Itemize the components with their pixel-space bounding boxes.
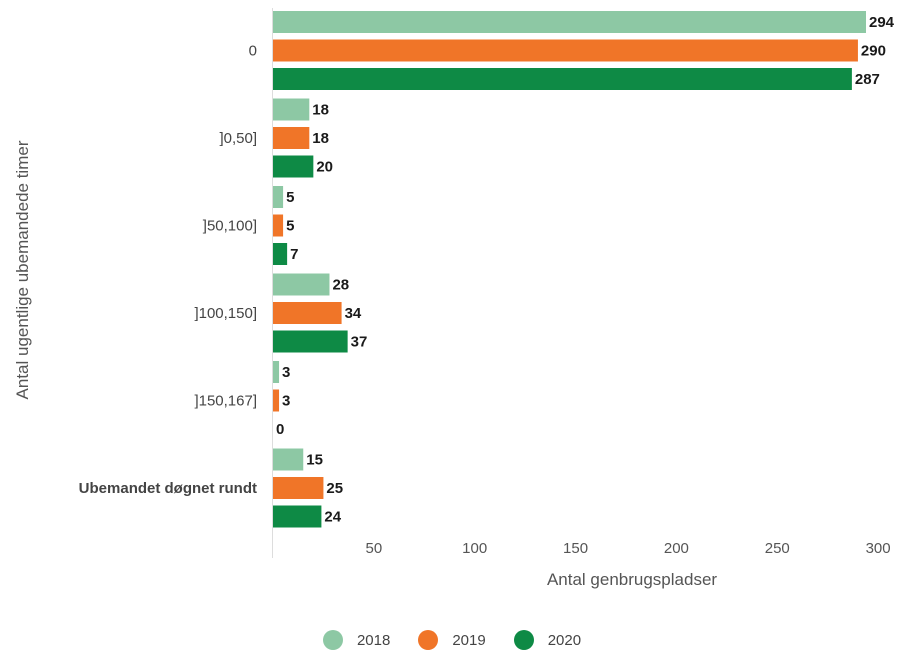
bar-2018-1 (273, 98, 310, 121)
data-label-2018-2: 5 (286, 189, 294, 206)
bar-2020-3 (273, 330, 348, 353)
data-label-2020-0: 287 (855, 71, 880, 88)
bar-2019-1 (273, 127, 310, 149)
legend-item-2020[interactable]: 2020 (513, 630, 582, 650)
x-tick-label-150: 150 (563, 540, 588, 557)
legend-swatch-2019 (418, 630, 439, 650)
bar-2020-2 (273, 243, 288, 265)
bar-2018-4 (273, 361, 280, 383)
y-axis-title: Antal ugentlige ubemandede timer (13, 140, 32, 399)
x-tick-label-250: 250 (765, 540, 790, 557)
category-label-4: ]150,167] (194, 393, 257, 410)
x-tick-label-300: 300 (866, 540, 891, 557)
legend-label-2018: 2018 (356, 631, 391, 649)
data-label-2018-1: 18 (312, 102, 329, 119)
data-label-2018-3: 28 (332, 277, 349, 294)
data-label-2019-4: 3 (282, 393, 290, 410)
category-label-0: 0 (249, 43, 257, 60)
bar-2020-1 (273, 155, 314, 178)
bar-2018-3 (273, 273, 330, 296)
data-label-2018-5: 15 (306, 452, 323, 469)
data-label-2019-1: 18 (312, 130, 329, 147)
category-label-2: ]50,100] (203, 218, 257, 235)
legend-swatch-2018 (322, 630, 343, 650)
data-label-2019-0: 290 (861, 43, 886, 60)
bar-2019-2 (273, 214, 284, 237)
data-label-2020-2: 7 (290, 246, 298, 263)
legend-label-2019: 2019 (452, 631, 486, 649)
data-label-2020-3: 37 (351, 334, 368, 351)
data-label-2020-4: 0 (276, 421, 284, 438)
bar-2020-0 (273, 68, 852, 90)
legend: 2018 2019 2020 (0, 630, 904, 650)
category-labels: 0 ]0,50] ]50,100] ]100,150] ]150,167] Ubemand… (79, 43, 257, 498)
legend-item-2018[interactable]: 2018 (322, 630, 391, 650)
data-label-2018-0: 294 (869, 14, 895, 31)
bar-2019-5 (273, 477, 324, 499)
data-label-2018-4: 3 (282, 364, 290, 381)
bar-2018-5 (273, 448, 304, 471)
data-label-2019-3: 34 (345, 305, 362, 322)
x-axis-ticks: 50 100 150 200 250 300 (366, 540, 891, 557)
bar-2018-2 (273, 186, 284, 208)
legend-item-2019[interactable]: 2019 (418, 630, 486, 650)
data-label-2020-1: 20 (316, 159, 333, 176)
data-label-2019-5: 25 (326, 480, 343, 497)
x-tick-label-100: 100 (462, 540, 487, 557)
category-label-1: ]0,50] (219, 130, 257, 147)
bar-2020-5 (273, 505, 322, 528)
data-label-2019-2: 5 (286, 218, 294, 235)
category-label-5: Ubemandet døgnet rundt (79, 480, 257, 497)
bar-2018-0 (273, 11, 866, 33)
bar-2019-3 (273, 302, 342, 324)
x-axis-title: Antal genbrugspladser (547, 570, 717, 589)
bar-2019-4 (273, 389, 280, 412)
category-label-3: ]100,150] (194, 305, 257, 322)
x-tick-label-200: 200 (664, 540, 689, 557)
x-tick-label-50: 50 (366, 540, 383, 557)
legend-label-2020: 2020 (547, 631, 582, 649)
bar-2019-0 (273, 39, 858, 62)
data-label-2020-5: 24 (324, 509, 341, 526)
legend-swatch-2020 (513, 630, 534, 650)
